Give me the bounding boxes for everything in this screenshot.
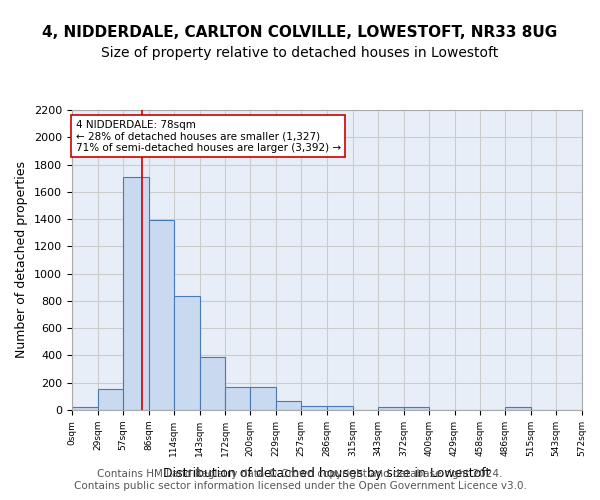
Bar (226, 387, 250, 410)
Bar (301, 406, 327, 410)
Bar (505, 408, 531, 410)
Bar (123, 177, 149, 410)
Text: 4, NIDDERDALE, CARLTON COLVILLE, LOWESTOFT, NR33 8UG: 4, NIDDERDALE, CARLTON COLVILLE, LOWESTO… (43, 25, 557, 40)
Bar (276, 401, 301, 410)
X-axis label: Distribution of detached houses by size in Lowestoft: Distribution of detached houses by size … (163, 467, 491, 480)
Text: Contains HM Land Registry data © Crown copyright and database right 2024.
Contai: Contains HM Land Registry data © Crown c… (74, 469, 526, 491)
Bar (149, 220, 173, 410)
Bar (98, 389, 123, 410)
Bar (404, 408, 428, 410)
Bar (173, 296, 199, 410)
Bar (250, 387, 276, 410)
Text: 4 NIDDERDALE: 78sqm
← 28% of detached houses are smaller (1,327)
71% of semi-det: 4 NIDDERDALE: 78sqm ← 28% of detached ho… (76, 120, 341, 152)
Text: Size of property relative to detached houses in Lowestoft: Size of property relative to detached ho… (101, 46, 499, 60)
Y-axis label: Number of detached properties: Number of detached properties (16, 162, 28, 358)
Bar (378, 406, 404, 410)
Bar (72, 408, 98, 410)
Bar (199, 357, 226, 410)
Bar (327, 406, 353, 410)
